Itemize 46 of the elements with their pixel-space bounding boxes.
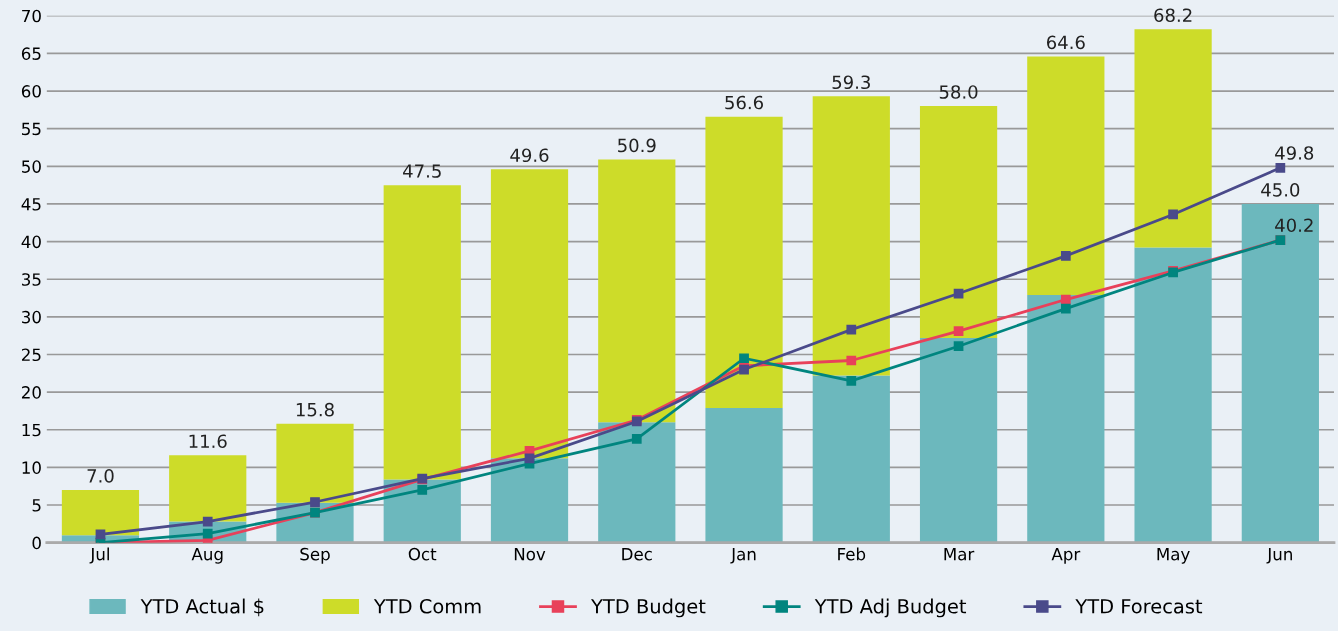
total-label: 68.2 <box>1154 8 1192 23</box>
total-label: 7.0 <box>87 469 114 483</box>
total-label: 56.6 <box>725 95 763 110</box>
total-label: 50.9 <box>618 138 656 153</box>
y-tick-label: 50 <box>22 160 41 173</box>
total-label: 59.3 <box>832 75 870 90</box>
y-tick-label: 20 <box>21 386 41 399</box>
total-label: 64.6 <box>1046 35 1085 50</box>
x-tick-label: Aug <box>191 548 223 564</box>
total-label: 58.0 <box>939 85 978 99</box>
legend-label: YTD Forecast <box>1075 599 1203 614</box>
x-tick-label: Mar <box>944 548 975 561</box>
y-tick-label: 25 <box>21 348 41 362</box>
x-tick-label: Feb <box>838 547 866 561</box>
y-tick-label: 60 <box>21 85 41 98</box>
x-tick-label: Nov <box>514 548 546 561</box>
x-tick-label: Jun <box>1266 548 1292 564</box>
x-tick-label: Dec <box>622 548 652 561</box>
y-tick-label: 15 <box>22 423 41 437</box>
x-tick-label: Sep <box>300 547 330 564</box>
data-label: 49.8 <box>1275 146 1314 160</box>
legend-label: YTD Adj Budget <box>814 598 967 618</box>
y-tick-label: 5 <box>32 499 41 512</box>
y-tick-label: 45 <box>21 198 41 211</box>
y-tick-label: 35 <box>22 273 41 286</box>
x-tick-label: Jan <box>730 548 756 564</box>
y-tick-label: 55 <box>22 122 41 136</box>
total-label: 49.6 <box>510 148 549 163</box>
total-label: 15.8 <box>296 402 334 417</box>
legend-label: YTD Comm <box>373 598 481 614</box>
y-tick-label: 0 <box>32 536 41 550</box>
total-label: 47.5 <box>403 164 441 178</box>
x-tick-label: Apr <box>1051 548 1081 564</box>
legend-label: YTD Budget <box>591 598 706 618</box>
x-tick-label: May <box>1157 548 1190 564</box>
total-label: 45.0 <box>1261 183 1300 197</box>
y-tick-label: 70 <box>22 9 41 23</box>
y-tick-label: 65 <box>21 47 41 60</box>
legend-label: YTD Actual $ <box>140 598 264 617</box>
y-tick-label: 10 <box>22 461 41 474</box>
y-tick-label: 30 <box>22 310 41 324</box>
total-label: 11.6 <box>189 434 227 449</box>
data-label: 40.2 <box>1275 218 1313 233</box>
x-tick-label: Oct <box>408 547 437 561</box>
y-tick-label: 40 <box>21 235 41 249</box>
x-tick-label: Jul <box>89 547 109 564</box>
